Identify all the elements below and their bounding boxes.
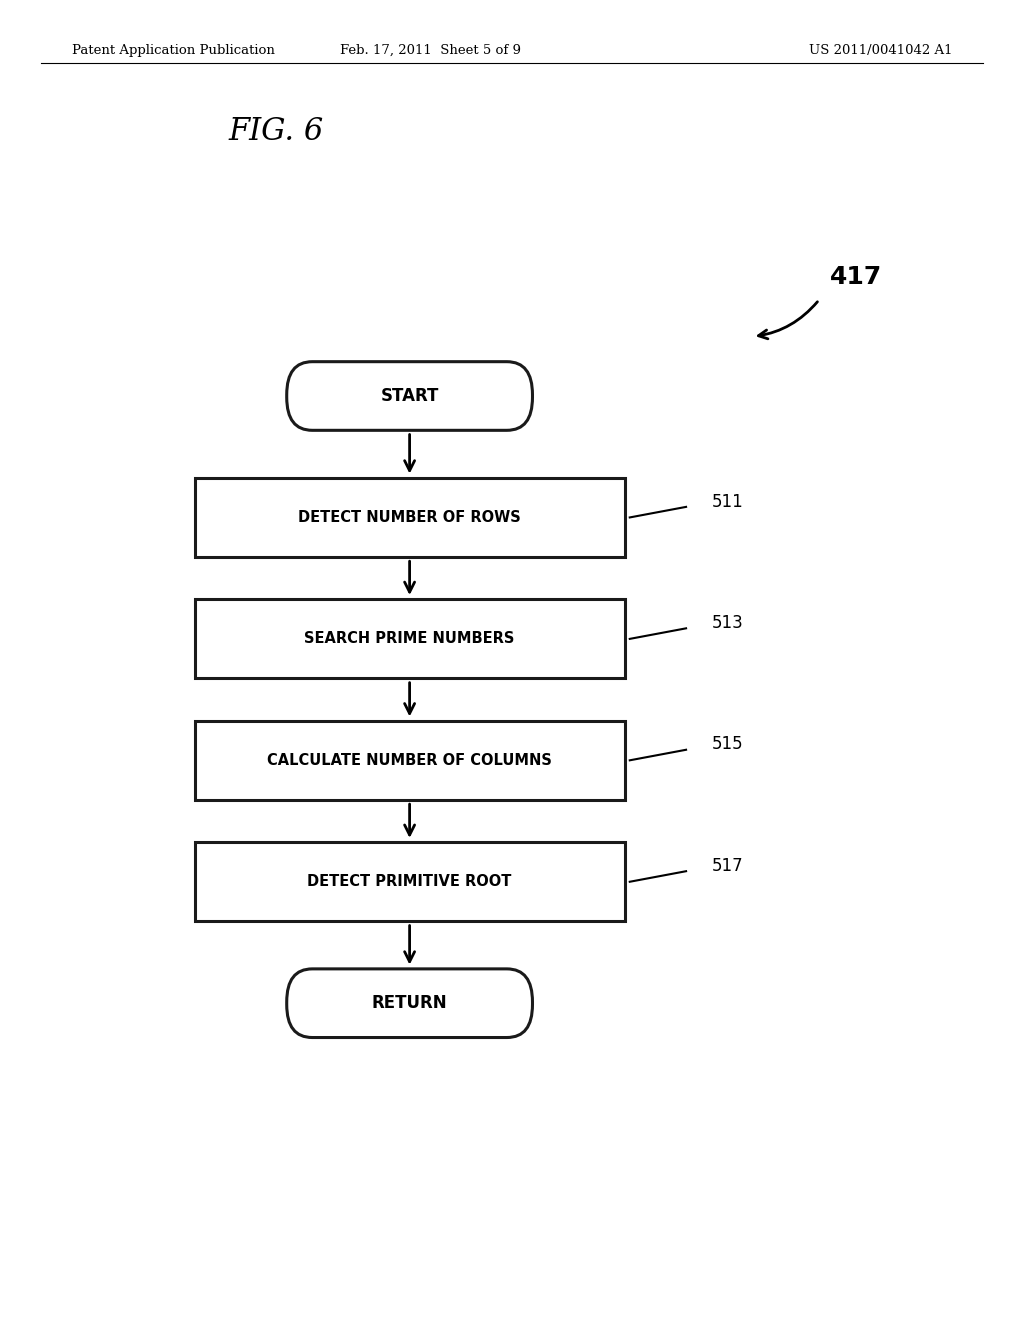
Text: 515: 515	[712, 735, 743, 754]
Text: FIG. 6: FIG. 6	[228, 116, 325, 148]
FancyBboxPatch shape	[195, 478, 625, 557]
FancyBboxPatch shape	[195, 842, 625, 921]
Text: 417: 417	[829, 265, 882, 289]
Text: 517: 517	[712, 857, 743, 875]
FancyBboxPatch shape	[287, 969, 532, 1038]
FancyBboxPatch shape	[287, 362, 532, 430]
Text: US 2011/0041042 A1: US 2011/0041042 A1	[809, 44, 952, 57]
FancyBboxPatch shape	[195, 721, 625, 800]
Text: RETURN: RETURN	[372, 994, 447, 1012]
Text: Patent Application Publication: Patent Application Publication	[72, 44, 274, 57]
Text: SEARCH PRIME NUMBERS: SEARCH PRIME NUMBERS	[304, 631, 515, 647]
Text: 511: 511	[712, 492, 743, 511]
Text: START: START	[380, 387, 439, 405]
FancyBboxPatch shape	[195, 599, 625, 678]
Text: CALCULATE NUMBER OF COLUMNS: CALCULATE NUMBER OF COLUMNS	[267, 752, 552, 768]
Text: 513: 513	[712, 614, 743, 632]
Text: DETECT PRIMITIVE ROOT: DETECT PRIMITIVE ROOT	[307, 874, 512, 890]
Text: DETECT NUMBER OF ROWS: DETECT NUMBER OF ROWS	[298, 510, 521, 525]
Text: Feb. 17, 2011  Sheet 5 of 9: Feb. 17, 2011 Sheet 5 of 9	[340, 44, 520, 57]
